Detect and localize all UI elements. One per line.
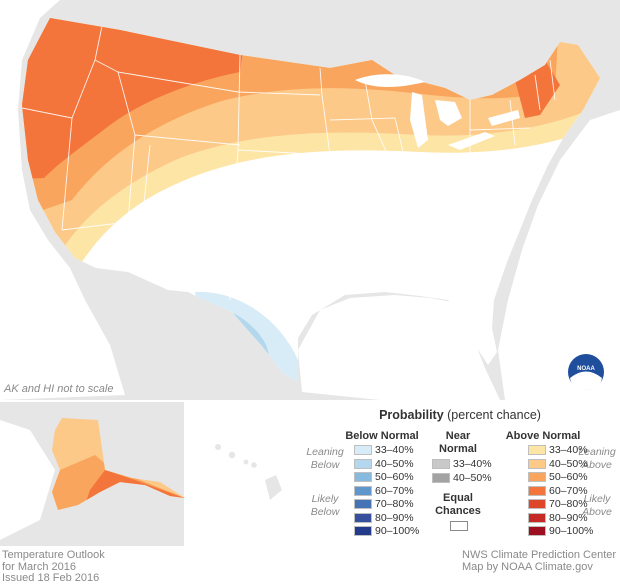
above-normal-label: 33–40% bbox=[549, 444, 588, 456]
below-normal-swatch bbox=[354, 526, 372, 536]
footer-left: Temperature Outlook for March 2016 Issue… bbox=[2, 549, 105, 585]
leaning-above-label: Leaning Above bbox=[578, 446, 616, 471]
above-normal-swatch bbox=[528, 472, 546, 482]
below-normal-label: 80–90% bbox=[375, 511, 414, 524]
outlook-period: for March 2016 bbox=[2, 560, 76, 573]
likely-above-label: Likely Above bbox=[582, 493, 612, 518]
above-normal-row: 80–90% bbox=[528, 512, 588, 524]
above-normal-label: 50–60% bbox=[549, 471, 588, 483]
above-normal-swatch bbox=[528, 512, 546, 523]
below-normal-label: 33–40% bbox=[375, 444, 414, 456]
great-lakes bbox=[355, 74, 520, 150]
atlantic-ocean bbox=[498, 110, 620, 400]
likely-below-label: Likely Below bbox=[310, 493, 340, 518]
above-normal-row: 33–40% bbox=[528, 444, 588, 456]
equal-chances-head: Equal Chances bbox=[435, 492, 481, 517]
below-normal-swatch bbox=[354, 512, 372, 523]
below-normal-label: 90–100% bbox=[375, 525, 420, 537]
above-normal-label: 60–70% bbox=[549, 484, 588, 497]
legend-title-bold: Probability bbox=[379, 408, 444, 422]
below-normal-label: 50–60% bbox=[375, 471, 414, 483]
below-normal-label: 60–70% bbox=[375, 484, 414, 497]
below-normal-label: 40–50% bbox=[375, 457, 414, 470]
hawaii-inset bbox=[186, 402, 298, 546]
scale-note: AK and HI not to scale bbox=[4, 383, 114, 395]
above-normal-swatch bbox=[528, 458, 546, 469]
alaska-inset-water bbox=[0, 420, 55, 540]
above-normal-row: 50–60% bbox=[528, 471, 588, 483]
probability-legend: Probability (percent chance) Below Norma… bbox=[300, 403, 620, 547]
hawaii-islands bbox=[215, 444, 282, 500]
above-normal-label: 70–80% bbox=[549, 498, 588, 510]
below-normal-label: 70–80% bbox=[375, 498, 414, 510]
near-normal-head: Near Normal bbox=[439, 430, 477, 455]
above-normal-row: 40–50% bbox=[528, 458, 588, 470]
band-above-60-70 bbox=[22, 18, 250, 180]
below-normal-swatch bbox=[354, 499, 372, 509]
credit-map: Map by NOAA Climate.gov bbox=[462, 560, 593, 573]
outlook-title: Temperature Outlook bbox=[2, 549, 105, 561]
near-normal-swatch bbox=[432, 472, 450, 483]
below-normal-swatch bbox=[354, 458, 372, 469]
below-normal-swatch bbox=[354, 472, 372, 482]
legend-title-rest: (percent chance) bbox=[443, 408, 541, 422]
below-normal-row: 40–50% bbox=[354, 458, 414, 470]
baja-land bbox=[130, 360, 175, 398]
below-normal-row: 50–60% bbox=[354, 471, 414, 483]
noaa-logo-text: NOAA bbox=[577, 366, 595, 372]
above-normal-row: 70–80% bbox=[528, 498, 588, 510]
below-normal-row: 90–100% bbox=[354, 525, 419, 537]
above-normal-swatch bbox=[528, 445, 546, 455]
below-normal-row: 80–90% bbox=[354, 512, 414, 524]
credit-center: NWS Climate Prediction Center bbox=[462, 549, 617, 561]
above-normal-swatch bbox=[528, 485, 546, 496]
leaning-below-label: Leaning Below bbox=[306, 446, 344, 471]
above-normal-label: 80–90% bbox=[549, 511, 588, 524]
above-normal-row: 60–70% bbox=[528, 485, 588, 497]
legend-title: Probability (percent chance) bbox=[300, 408, 620, 422]
issue-date: Issued 18 Feb 2016 bbox=[2, 572, 100, 584]
pacific-ocean bbox=[0, 0, 125, 400]
above-normal-head: Above Normal bbox=[505, 430, 581, 442]
gulf-of-mexico bbox=[298, 295, 500, 400]
noaa-logo: NOAA bbox=[568, 354, 604, 390]
above-normal-swatch bbox=[528, 499, 546, 509]
below-normal-swatch bbox=[354, 485, 372, 496]
above-normal-row: 90–100% bbox=[528, 525, 593, 537]
below-normal-row: 60–70% bbox=[354, 485, 414, 497]
near-normal-label: 33–40% bbox=[453, 458, 492, 470]
near-normal-label: 40–50% bbox=[453, 471, 492, 484]
below-normal-head: Below Normal bbox=[345, 430, 419, 442]
above-normal-label: 40–50% bbox=[549, 457, 588, 470]
above-normal-label: 90–100% bbox=[549, 525, 594, 537]
below-normal-swatch bbox=[354, 445, 372, 455]
above-normal-swatch bbox=[528, 526, 546, 536]
below-normal-row: 70–80% bbox=[354, 498, 414, 510]
footer-right: NWS Climate Prediction Center Map by NOA… bbox=[462, 549, 617, 573]
below-normal-row: 33–40% bbox=[354, 444, 414, 456]
equal-chances-swatch bbox=[450, 521, 468, 531]
near-normal-swatch bbox=[432, 459, 450, 469]
near-normal-row: 40–50% bbox=[432, 472, 492, 484]
near-normal-row: 33–40% bbox=[432, 458, 492, 470]
